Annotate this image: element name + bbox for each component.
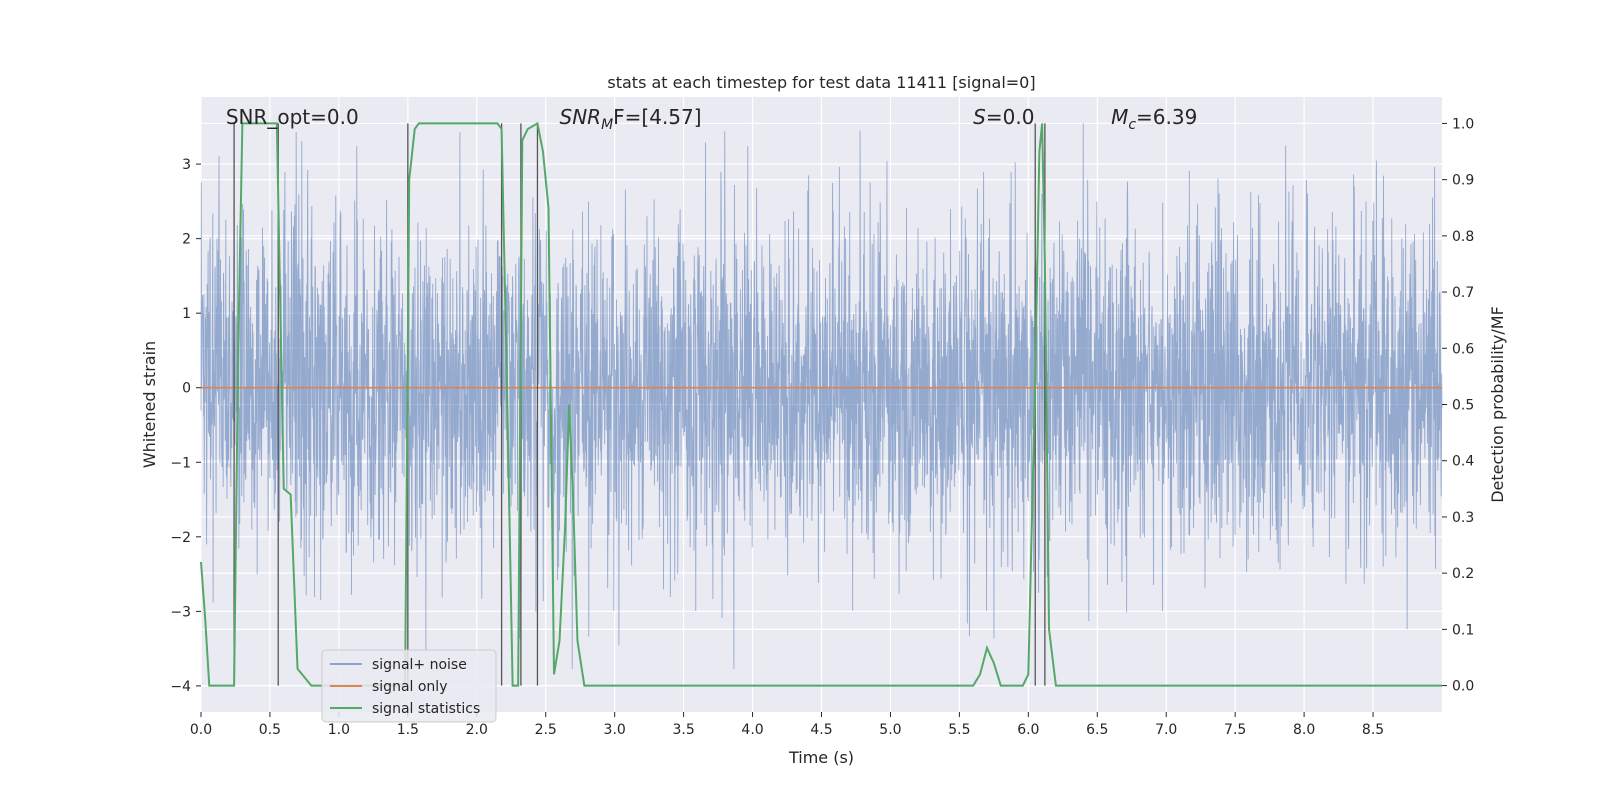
y-tick-label: −4 — [170, 679, 191, 695]
y-tick-label: −3 — [170, 604, 191, 620]
legend-label: signal+ noise — [372, 657, 467, 673]
series-signal-statistics — [200, 121, 1442, 687]
y-tick-label: 0 — [182, 381, 191, 397]
y-tick-label: −1 — [170, 455, 191, 471]
y-tick-label: 3 — [182, 157, 191, 173]
y2-tick-label: 0.3 — [1452, 510, 1474, 526]
y-tick-label: 2 — [182, 232, 191, 248]
legend-label: signal statistics — [372, 701, 480, 717]
x-tick-label: 3.5 — [672, 722, 694, 738]
x-tick-label: 2.0 — [466, 722, 488, 738]
y2-tick-label: 1.0 — [1452, 116, 1474, 132]
y-tick-label: 1 — [182, 306, 191, 322]
y2-tick-label: 0.5 — [1452, 398, 1474, 414]
x-tick-label: 8.5 — [1362, 722, 1384, 738]
y2-tick-label: 0.0 — [1452, 679, 1474, 695]
y2-tick-label: 0.4 — [1452, 454, 1474, 470]
annotation: Mc=6.39 — [1111, 105, 1197, 133]
x-tick-label: 1.5 — [397, 722, 419, 738]
x-tick-label: 6.0 — [1017, 722, 1039, 738]
annotation: SNR_opt=0.0 — [226, 105, 359, 129]
x-tick-label: 2.5 — [535, 722, 557, 738]
x-tick-label: 0.0 — [190, 722, 212, 738]
chart-title: stats at each timestep for test data 114… — [607, 73, 1035, 92]
legend-box — [321, 649, 497, 723]
x-tick-label: 7.5 — [1224, 722, 1246, 738]
x-tick-label: 7.0 — [1155, 722, 1177, 738]
annotation: SNRMF=[4.57] — [560, 105, 702, 133]
x-tick-label: 4.5 — [810, 722, 832, 738]
x-tick-label: 3.0 — [604, 722, 626, 738]
y-tick-label: −2 — [170, 530, 191, 546]
y2-tick-label: 0.8 — [1452, 229, 1474, 245]
x-tick-label: 1.0 — [328, 722, 350, 738]
annotation: S=0.0 — [973, 105, 1034, 129]
y2-tick-label: 0.1 — [1452, 622, 1474, 638]
x-axis-label: Time (s) — [788, 748, 854, 767]
y2-axis-label: Detection probability/MF — [1488, 306, 1507, 503]
legend-label: signal only — [372, 679, 447, 695]
x-tick-label: 4.0 — [741, 722, 763, 738]
x-tick-label: 5.0 — [879, 722, 901, 738]
x-tick-label: 6.5 — [1086, 722, 1108, 738]
y2-tick-label: 0.7 — [1452, 285, 1474, 301]
y2-tick-label: 0.2 — [1452, 566, 1474, 582]
y-axis-label: Whitened strain — [140, 341, 159, 468]
y2-tick-label: 0.6 — [1452, 341, 1474, 357]
x-tick-label: 5.5 — [948, 722, 970, 738]
y2-tick-label: 0.9 — [1452, 173, 1474, 189]
x-tick-label: 8.0 — [1293, 722, 1315, 738]
x-tick-label: 0.5 — [259, 722, 281, 738]
